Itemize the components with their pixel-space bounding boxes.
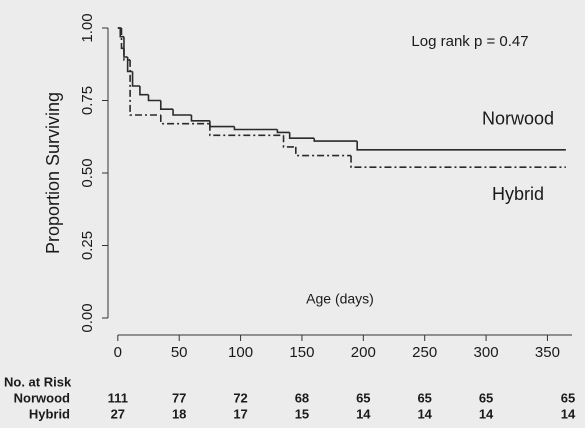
survival-step [350,155,566,168]
survival-step [172,109,192,116]
series-label: Norwood [482,109,554,129]
survival-step [209,123,284,137]
x-axis-label: Age (days) [306,291,374,307]
y-tick-label: 0.00 [79,303,96,332]
risk-value: 68 [295,390,309,405]
risk-value: 14 [356,406,371,421]
x-tick-label: 100 [228,344,253,361]
survival-step [119,28,124,38]
y-tick-label: 0.75 [79,86,96,115]
survival-step [159,115,210,125]
survival-step [288,132,315,139]
risk-value: 77 [172,390,186,405]
y-tick-label: 0.50 [79,158,96,187]
survival-step [147,94,161,102]
survival-step [190,115,210,122]
survival-step [131,71,140,87]
risk-value: 14 [417,406,432,421]
risk-value: 65 [561,390,575,405]
risk-value: 111 [108,390,128,405]
annotation: Log rank p = 0.47 [411,33,528,50]
risk-row-name: Norwood [14,390,70,405]
risk-value: 15 [295,406,309,421]
survival-step [276,129,290,134]
risk-value: 65 [479,390,493,405]
risk-value: 27 [111,406,125,421]
x-tick-label: 350 [535,344,560,361]
risk-value: 65 [417,390,431,405]
risk-value: 17 [233,406,247,421]
risk-value: 72 [233,390,247,405]
x-tick-label: 250 [412,344,437,361]
x-tick-label: 150 [289,344,314,361]
survival-step [129,59,161,116]
survival-step [159,100,174,110]
survival-step [313,138,358,142]
x-tick-label: 0 [114,344,122,361]
x-tick-label: 300 [474,344,499,361]
y-axis-label: Proportion Surviving [43,92,63,254]
survival-step [139,86,149,96]
risk-title: No. at Risk [4,374,72,389]
series-label: Hybrid [492,184,544,204]
survival-step [123,48,131,61]
survival-step [356,141,566,151]
risk-value: 14 [479,406,494,421]
risk-value: 65 [356,390,370,405]
survival-step [295,146,352,157]
x-tick-label: 200 [351,344,376,361]
x-tick-label: 50 [171,344,188,361]
risk-row-name: Hybrid [29,406,70,421]
risk-value: 14 [561,406,576,421]
survival-step [120,28,124,50]
survival-step [123,36,128,58]
survival-step [282,135,296,148]
survival-step [126,57,133,73]
risk-value: 18 [172,406,186,421]
y-tick-label: 0.25 [79,231,96,260]
survival-step [233,126,278,131]
y-tick-label: 1.00 [79,13,96,42]
